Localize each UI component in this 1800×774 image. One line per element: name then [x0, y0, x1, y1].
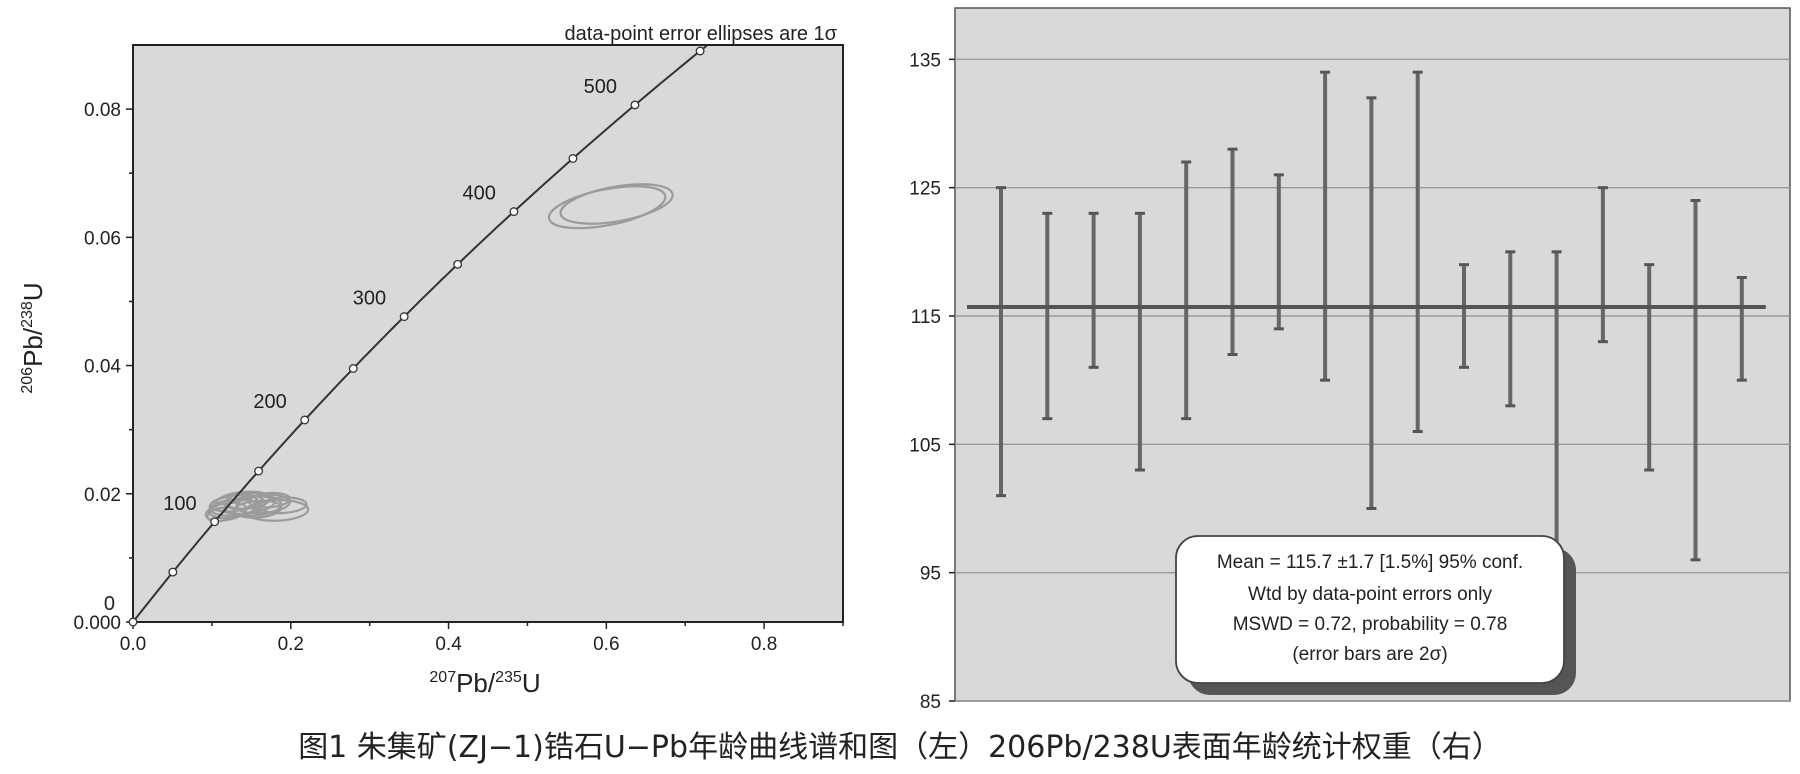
x-title-main-2: U: [522, 668, 541, 698]
y-tick-label: 0.04: [84, 357, 121, 378]
concordia-age-marker: [254, 466, 264, 476]
figure-caption: 图1 朱集矿(ZJ−1)锆石U−Pb年龄曲线谱和图（左）206Pb/238U表面…: [298, 730, 1502, 765]
concordia-age-marker: [128, 617, 138, 627]
y-tick-label: 0.06: [84, 228, 121, 249]
x-tick-label: 0.8: [751, 634, 777, 655]
error-ellipse: [258, 496, 308, 515]
info-mean-line: Mean = 115.7 ±1.7 [1.5%] 95% conf.: [1217, 552, 1523, 573]
info-errorbar-line: (error bars are 2σ): [1292, 644, 1447, 665]
concordia-axis-ticks: 0.0 0.2 0.4 0.6 0.8 0.000 0.02 0.04 0.06 0.08: [73, 100, 844, 655]
x-tick-label: 0.6: [593, 634, 619, 655]
error-ellipse: [559, 183, 674, 225]
concordia-chart: 0.0 0.2 0.4 0.6 0.8 0.000 0.02 0.04 0.06 0.08 0 10…: [18, 23, 844, 698]
y-title-main-1: Pb/: [18, 327, 48, 367]
y-tick-label: 0.000: [73, 613, 121, 634]
concordia-x-axis-title: 207Pb/235U: [429, 668, 540, 698]
y-tick-label: 95: [920, 564, 941, 585]
concordia-y-axis-title: 206Pb/238U: [18, 282, 48, 393]
x-title-sup-1: 207: [429, 669, 456, 686]
x-title-main-1: Pb/: [456, 668, 496, 698]
y-tick-label: 105: [909, 435, 941, 456]
y-title-sup-2: 238: [19, 301, 36, 328]
ellipse-annotation: data-point error ellipses are 1σ: [565, 23, 838, 45]
concordia-age-marker: [453, 259, 463, 269]
concordia-age-marker: [300, 415, 310, 425]
concordia-age-label: 500: [584, 76, 617, 98]
concordia-age-label: 0: [104, 593, 115, 615]
error-ellipse: [232, 499, 283, 519]
concordia-age-marker: [630, 100, 640, 110]
concordia-age-label: 200: [253, 391, 286, 413]
concordia-age-labels: 0 100 200 300 400 500: [104, 76, 617, 615]
concordia-age-label: 300: [353, 288, 386, 310]
y-title-sup-1: 206: [19, 367, 36, 394]
concordia-plot-area: [132, 44, 844, 623]
concordia-age-marker: [695, 46, 705, 56]
concordia-age-marker: [168, 567, 178, 577]
y-tick-label: 125: [909, 179, 941, 200]
info-mswd-line: MSWD = 0.72, probability = 0.78: [1233, 614, 1508, 635]
y-tick-label: 85: [920, 692, 941, 713]
concordia-age-marker: [568, 154, 578, 163]
concordia-ellipses: [204, 183, 674, 523]
weighted-mean-y-ticks: 85 95 105 115 125 135: [909, 50, 955, 713]
y-tick-label: 0.02: [84, 485, 121, 506]
x-title-sup-2: 235: [495, 669, 522, 686]
concordia-age-label: 400: [463, 183, 496, 205]
y-title-main-2: U: [18, 282, 48, 301]
y-tick-label: 0.08: [84, 100, 121, 121]
x-tick-label: 0.4: [435, 634, 462, 655]
y-tick-label: 115: [911, 307, 941, 328]
error-ellipse: [222, 498, 260, 516]
info-box-frame: [1175, 535, 1565, 684]
concordia-age-label: 100: [163, 493, 196, 515]
concordia-age-markers: [128, 46, 705, 627]
y-tick-label: 135: [909, 50, 941, 71]
x-tick-label: 0.2: [278, 634, 304, 655]
weighted-mean-error-bars: [996, 70, 1747, 562]
concordia-age-marker: [399, 312, 409, 322]
x-tick-label: 0.0: [120, 634, 146, 655]
concordia-age-marker: [210, 517, 220, 527]
info-weighting-line: Wtd by data-point errors only: [1248, 584, 1492, 605]
concordia-age-marker: [348, 364, 358, 373]
weighted-mean-chart: 85 95 105 115 125 135 Mean = 115.7 ±1.7 [1.5%…: [909, 7, 1791, 713]
error-ellipse: [243, 499, 310, 522]
concordia-curve: [132, 44, 708, 623]
weighted-mean-info-box: Mean = 115.7 ±1.7 [1.5%] 95% conf. Wtd b…: [1175, 535, 1576, 695]
concordia-age-marker: [509, 207, 519, 217]
